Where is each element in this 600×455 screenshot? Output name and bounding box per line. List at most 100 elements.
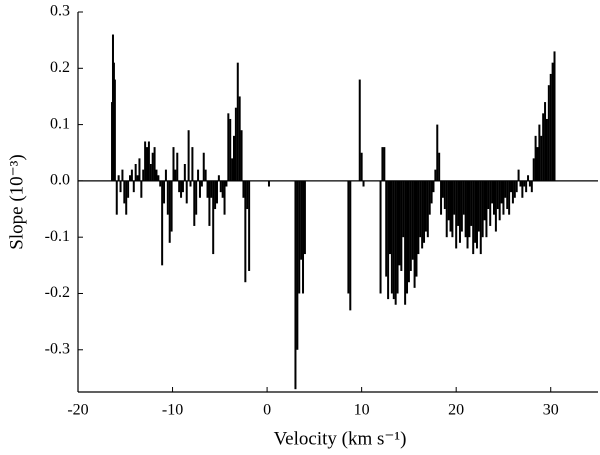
bar <box>172 147 175 181</box>
bar <box>400 180 403 271</box>
bar <box>458 180 461 243</box>
bar <box>227 113 230 181</box>
bar <box>423 180 426 243</box>
bar <box>212 180 215 255</box>
bar <box>491 180 494 204</box>
bar <box>136 175 139 181</box>
bar <box>462 180 465 215</box>
bar <box>406 180 409 294</box>
bar <box>113 79 116 181</box>
bar <box>166 180 169 215</box>
bar <box>146 147 149 181</box>
bar <box>130 169 133 181</box>
bar <box>447 180 450 221</box>
bar <box>189 180 192 187</box>
bar <box>300 180 303 260</box>
bar <box>477 180 480 232</box>
bar <box>225 180 228 187</box>
bar <box>164 169 167 181</box>
bar <box>510 180 513 193</box>
y-tick-label: 0.1 <box>50 115 70 132</box>
y-tick-label: -0.2 <box>45 284 70 301</box>
bar <box>180 180 183 198</box>
bar <box>149 164 152 181</box>
bar <box>217 175 220 181</box>
bar <box>536 147 539 181</box>
bar <box>528 180 531 187</box>
bar <box>163 180 166 204</box>
bar <box>500 180 503 204</box>
bar <box>117 175 120 181</box>
y-axis-title: Slope (10⁻³) <box>6 154 27 249</box>
bar <box>125 180 128 215</box>
bar <box>238 96 241 181</box>
bar <box>434 169 437 181</box>
bar <box>483 180 486 221</box>
bar <box>538 124 541 181</box>
bar <box>298 180 301 294</box>
bar <box>460 180 463 232</box>
bar <box>430 180 433 204</box>
bar <box>517 169 520 181</box>
bar <box>170 180 173 232</box>
bar <box>411 180 414 260</box>
bar <box>472 180 475 255</box>
bar <box>178 180 181 193</box>
bar <box>515 180 518 193</box>
bar <box>121 169 124 181</box>
bar <box>129 175 131 181</box>
bar <box>419 180 422 238</box>
bar <box>449 180 452 232</box>
bar <box>168 180 171 243</box>
bar <box>409 180 412 271</box>
bar <box>390 180 393 294</box>
y-tick-label: 0.2 <box>50 59 70 76</box>
bar <box>206 180 209 198</box>
bar <box>246 180 249 210</box>
bar <box>506 180 509 210</box>
bar <box>502 180 505 215</box>
bar <box>396 180 399 294</box>
bar <box>494 180 497 232</box>
bar <box>545 118 548 181</box>
bar <box>485 180 488 238</box>
bar <box>481 180 484 238</box>
bar <box>511 180 514 204</box>
bar <box>468 180 471 238</box>
bar <box>234 107 237 181</box>
bar <box>415 180 418 277</box>
bar <box>421 180 424 249</box>
bar <box>428 180 431 215</box>
bar <box>544 102 547 181</box>
bar <box>474 180 477 243</box>
bar <box>407 180 410 283</box>
bar <box>440 180 443 215</box>
bar <box>191 147 194 181</box>
bar <box>294 180 297 390</box>
bar <box>161 180 164 266</box>
bar <box>119 180 122 193</box>
bar <box>424 180 427 232</box>
y-tick-label: -0.1 <box>45 228 70 245</box>
bar <box>413 180 416 288</box>
bar <box>174 169 177 181</box>
bar <box>210 180 213 198</box>
bar <box>542 113 545 181</box>
bar <box>132 180 135 193</box>
bar <box>358 79 361 181</box>
bar <box>389 180 391 255</box>
x-tick-label: 10 <box>354 402 370 419</box>
bar <box>183 164 186 181</box>
bar <box>457 180 460 226</box>
bar <box>479 180 482 255</box>
bar <box>513 180 516 198</box>
bar <box>532 158 535 181</box>
bar <box>525 180 528 193</box>
bar <box>496 180 499 210</box>
bar <box>195 180 198 215</box>
x-tick-label: -20 <box>67 402 88 419</box>
bar <box>466 180 469 249</box>
y-tick-label: 0.0 <box>50 172 70 189</box>
bar <box>127 180 130 198</box>
